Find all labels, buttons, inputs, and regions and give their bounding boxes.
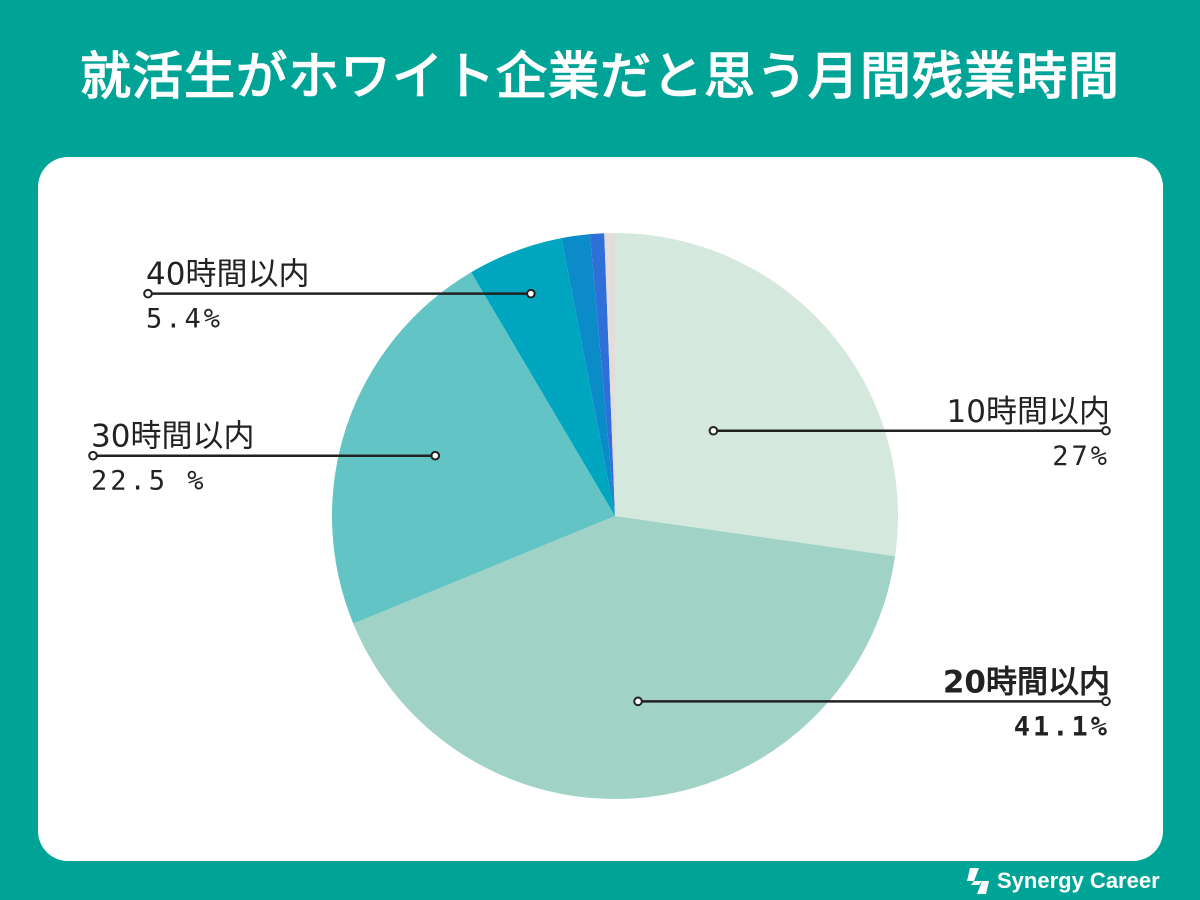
slice-value-0: 27% bbox=[1052, 441, 1110, 472]
pie-slice-0 bbox=[615, 233, 898, 557]
leader-dot-outer-2 bbox=[88, 450, 98, 461]
slice-label-3: 40時間以内 bbox=[146, 257, 309, 293]
leader-dot-inner-3 bbox=[526, 288, 536, 299]
slice-label-1: 20時間以内 bbox=[943, 664, 1110, 700]
slice-label-2: 30時間以内 bbox=[91, 419, 254, 455]
pie-slice-4 bbox=[561, 234, 615, 516]
synergy-logo-icon bbox=[967, 868, 989, 894]
pie-slice-3 bbox=[471, 238, 615, 516]
brand-name: Synergy Career bbox=[997, 868, 1160, 893]
leader-dot-inner-2 bbox=[430, 450, 441, 461]
leader-dot-outer-3 bbox=[143, 288, 153, 299]
leader-dot-inner-1 bbox=[633, 696, 643, 707]
brand-logo: Synergy Career bbox=[966, 864, 1160, 898]
pie-slice-6 bbox=[604, 233, 615, 516]
slice-value-3: 5.4% bbox=[146, 304, 223, 335]
leader-dot-outer-0 bbox=[1101, 425, 1111, 436]
pie-labels: 10時間以内 27% 20時間以内 41.1% 30時間以内 22.5 % 40時間以内 5.… bbox=[88, 257, 1111, 742]
pie-slice-1 bbox=[353, 516, 896, 799]
pie-slice-2 bbox=[332, 272, 615, 624]
slice-label-0: 10時間以内 bbox=[947, 394, 1110, 430]
pie-slice-5 bbox=[589, 233, 615, 517]
pie-slices bbox=[332, 233, 898, 799]
chart-title: 就活生がホワイト企業だと思う月間残業時間 bbox=[79, 48, 1120, 107]
leader-dot-inner-0 bbox=[708, 425, 719, 436]
leader-dot-outer-1 bbox=[1101, 696, 1111, 707]
slice-value-1: 41.1% bbox=[1014, 711, 1110, 742]
slice-value-2: 22.5 % bbox=[91, 466, 207, 497]
